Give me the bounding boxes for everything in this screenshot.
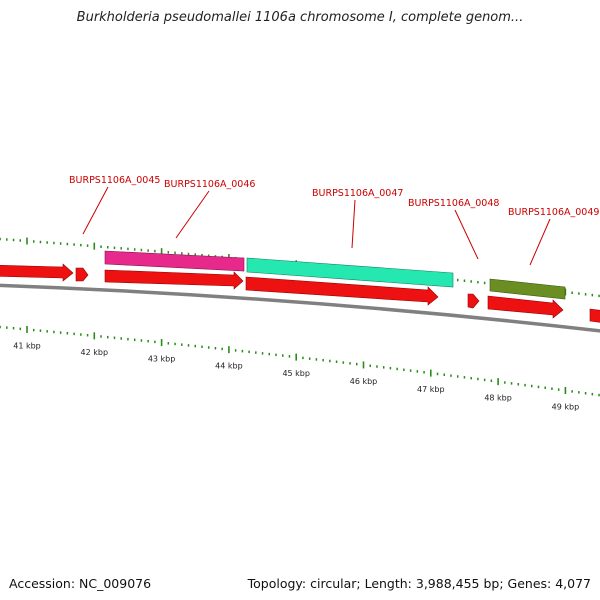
cds-arrow[interactable] [589,308,600,323]
gene-leader-line [82,186,109,235]
axis-label: 43 kbp [148,355,176,364]
gene-label[interactable]: BURPS1106A_0046 [164,179,255,190]
cds-arrow[interactable] [487,295,564,319]
gene-leader-line [454,209,479,260]
gene-label[interactable]: BURPS1106A_0047 [312,188,403,199]
cds-arrow[interactable] [0,263,74,282]
axis-label: 49 kbp [552,403,580,412]
axis-label: 47 kbp [417,385,445,394]
cds-arrow[interactable] [75,267,89,282]
gene-leader-line [351,199,356,249]
topology-text: Topology: circular; Length: 3,988,455 bp… [247,576,591,591]
gene-label[interactable]: BURPS1106A_0048 [408,198,499,209]
gene-leader-line [529,218,551,266]
cds-arrow[interactable] [245,276,439,306]
axis-label: 46 kbp [350,377,378,386]
accession-text: Accession: NC_009076 [9,576,152,591]
kbp-axis-labels: 41 kbp 42 kbp 43 kbp 44 kbp 45 kbp 46 kbp 47 k… [13,341,579,411]
cds-arrow[interactable] [104,269,244,290]
cds-track [0,263,600,323]
feature-bar-olive[interactable] [489,278,566,300]
gene-labels: BURPS1106A_0045 BURPS1106A_0046 BURPS110… [69,175,599,266]
axis-label: 48 kbp [484,394,512,403]
gene-leader-line [175,190,210,239]
axis-label: 41 kbp [13,341,41,350]
feature-bar-teal[interactable] [246,257,454,288]
axis-label: 45 kbp [282,369,310,378]
axis-label: 42 kbp [81,348,109,357]
gene-label[interactable]: BURPS1106A_0049 [508,207,599,218]
feature-track [104,250,566,300]
map-title: Burkholderia pseudomallei 1106a chromoso… [76,10,524,25]
cds-arrow[interactable] [467,293,480,309]
bottom-tick-track [0,325,600,397]
genome-backbone [0,283,600,333]
feature-bar-magenta[interactable] [104,250,245,272]
axis-label: 44 kbp [215,362,243,371]
gene-label[interactable]: BURPS1106A_0045 [69,175,160,186]
